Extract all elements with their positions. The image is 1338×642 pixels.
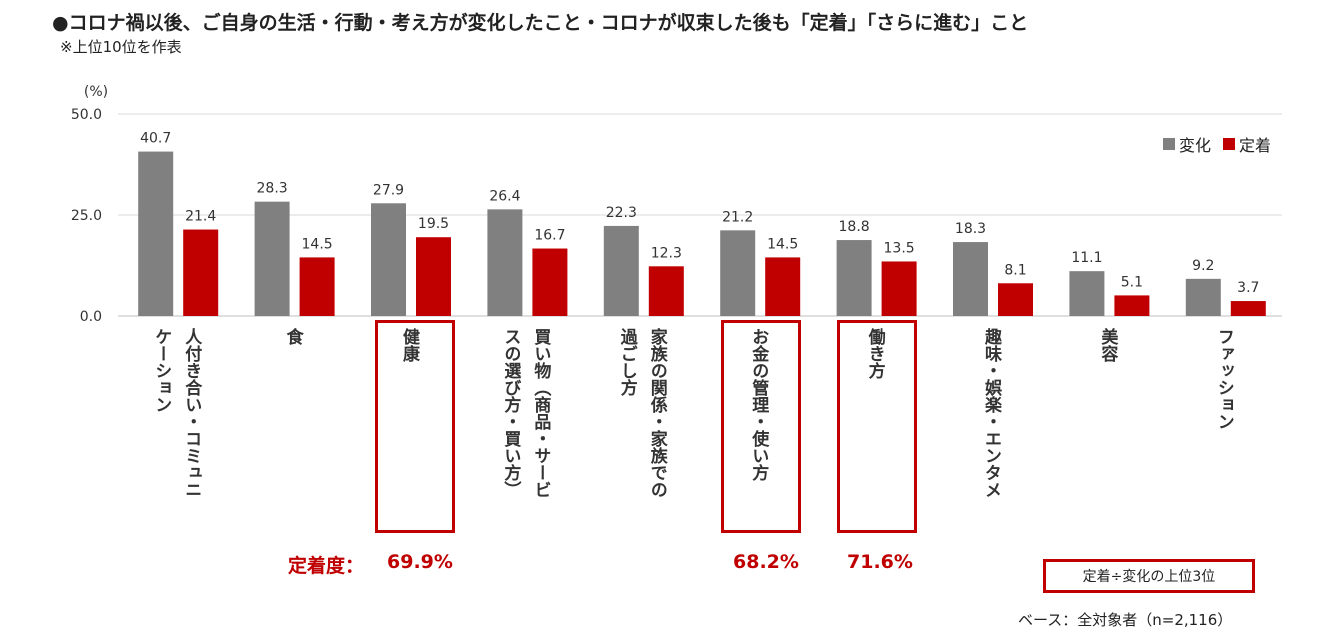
data-label-change: 11.1 [1071, 250, 1102, 266]
data-label-change: 18.8 [839, 219, 870, 235]
data-label-fixed: 21.4 [185, 209, 216, 225]
data-label-fixed: 13.5 [884, 240, 915, 256]
bar-fixed [1114, 295, 1150, 316]
data-label-change: 21.2 [722, 209, 753, 225]
x-tick-label: 家族の関係・家族での 過ごし方 [616, 328, 667, 498]
data-label-change: 22.3 [606, 205, 637, 221]
x-tick-label: 健康 [399, 328, 419, 362]
x-tick-label: 人付き合い・コミュニ ケーション [151, 328, 202, 498]
x-tick-label: 買い物（商品・サービ スの選び方・買い方） [500, 328, 551, 498]
bar-change [1069, 271, 1105, 316]
data-label-fixed: 14.5 [767, 236, 798, 252]
top3-note-box: 定着÷変化の上位3位 [1043, 559, 1255, 593]
x-tick-label: 食 [282, 328, 303, 345]
data-label-change: 18.3 [955, 221, 986, 237]
ratio-prefix-label: 定着度： [288, 555, 365, 577]
x-tick-label: 美容 [1097, 328, 1118, 362]
x-tick-label: 働き方 [864, 328, 885, 379]
x-tick-label: ファッション [1213, 328, 1234, 430]
x-tick-label: 趣味・娯楽・エンタメ [981, 328, 1001, 498]
bar-fixed [416, 237, 451, 316]
bar-change [720, 230, 756, 316]
bar-fixed [881, 261, 917, 316]
data-label-fixed: 14.5 [302, 236, 333, 252]
bar-fixed [532, 248, 568, 316]
data-label-change: 28.3 [257, 181, 288, 197]
base-note: ベース：全対象者（n=2,116） [1018, 611, 1233, 629]
chart-subtitle: ※上位10位を作表 [60, 38, 182, 56]
legend-label-fixed: 定着 [1239, 136, 1272, 155]
data-label-fixed: 5.1 [1121, 274, 1143, 290]
y-unit-label: (%) [84, 84, 108, 100]
bar-change [603, 225, 639, 316]
data-label-change: 26.4 [489, 188, 520, 204]
data-label-change: 27.9 [373, 182, 404, 198]
legend: 変化 定着 [1163, 132, 1271, 156]
bar-fixed [299, 257, 335, 316]
ratio-work: 71.6% [847, 551, 913, 573]
bar-change [487, 209, 523, 316]
bar-fixed [648, 266, 684, 316]
data-label-fixed: 19.5 [418, 216, 449, 232]
highlight-box-health [375, 320, 455, 533]
bar-fixed [183, 229, 219, 316]
top3-note-text: 定着÷変化の上位3位 [1082, 569, 1216, 585]
bar-change [138, 151, 174, 316]
highlight-box-money [721, 320, 801, 533]
bar-change [1185, 278, 1221, 316]
bar-fixed [765, 257, 801, 316]
highlight-box-work [837, 320, 917, 533]
y-tick-label: 0.0 [80, 309, 102, 325]
bar-change [836, 240, 872, 316]
y-tick-label: 25.0 [71, 208, 102, 224]
bar-change [371, 203, 406, 316]
bar-change [953, 242, 988, 316]
data-label-fixed: 12.3 [651, 245, 682, 261]
data-label-fixed: 16.7 [534, 228, 565, 244]
ratio-health: 69.9% [387, 551, 453, 573]
bar-change [254, 201, 290, 316]
x-tick-label: お金の管理・使い方 [748, 328, 769, 481]
bar-fixed [998, 283, 1033, 316]
chart-title: ●コロナ禍以後、ご自身の生活・行動・考え方が変化したこと・コロナが収束した後も「… [52, 12, 1029, 34]
legend-item-change: 変化 [1163, 132, 1211, 156]
data-label-change: 40.7 [140, 131, 171, 147]
bar-fixed [1230, 301, 1266, 316]
data-label-fixed: 3.7 [1237, 280, 1259, 296]
data-label-fixed: 8.1 [1004, 262, 1026, 278]
ratio-money: 68.2% [733, 551, 799, 573]
legend-item-fixed: 定着 [1223, 132, 1271, 156]
data-label-change: 9.2 [1192, 258, 1214, 274]
legend-swatch-fixed [1223, 138, 1236, 150]
legend-label-change: 変化 [1179, 136, 1212, 155]
legend-swatch-change [1163, 138, 1175, 150]
y-tick-label: 50.0 [71, 107, 102, 123]
